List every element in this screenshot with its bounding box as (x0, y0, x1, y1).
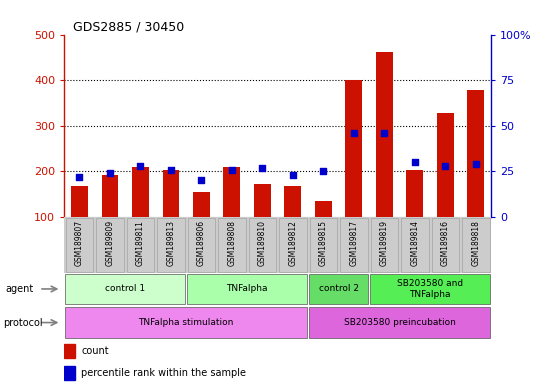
Text: control 1: control 1 (105, 285, 145, 293)
Bar (193, 192, 210, 217)
FancyBboxPatch shape (65, 274, 185, 304)
Point (380, 130, 389, 136)
FancyBboxPatch shape (187, 274, 307, 304)
Text: TNFalpha: TNFalpha (227, 285, 268, 293)
Point (258, 165, 267, 171)
Bar (371, 218, 398, 271)
Bar (249, 218, 276, 271)
Bar (437, 113, 454, 217)
Text: GSM189813: GSM189813 (166, 220, 175, 266)
Point (319, 168, 328, 174)
Bar (64, 344, 75, 358)
Point (349, 130, 358, 136)
FancyBboxPatch shape (309, 307, 490, 338)
Bar (162, 170, 179, 217)
Text: GSM189806: GSM189806 (197, 220, 206, 266)
Text: GSM189819: GSM189819 (380, 220, 389, 266)
Point (228, 167, 237, 173)
Bar (71, 186, 88, 217)
Point (197, 177, 206, 184)
Bar (285, 186, 301, 217)
Bar (187, 218, 215, 271)
Text: GSM189815: GSM189815 (319, 220, 328, 266)
Bar (66, 218, 93, 271)
Bar (254, 184, 271, 217)
Text: GDS2885 / 30450: GDS2885 / 30450 (73, 20, 184, 33)
Text: GSM189807: GSM189807 (75, 220, 84, 266)
Text: percentile rank within the sample: percentile rank within the sample (81, 368, 246, 378)
Bar (218, 218, 246, 271)
Point (105, 170, 114, 176)
Point (288, 172, 297, 178)
Bar (376, 52, 393, 217)
Bar (315, 201, 331, 217)
FancyBboxPatch shape (309, 274, 368, 304)
Bar (279, 218, 306, 271)
Point (410, 159, 419, 166)
Text: SB203580 and
TNFalpha: SB203580 and TNFalpha (397, 279, 463, 299)
Text: GSM189817: GSM189817 (349, 220, 358, 266)
Text: count: count (81, 346, 109, 356)
Bar (345, 80, 362, 217)
Bar (431, 218, 459, 271)
Text: GSM189809: GSM189809 (105, 220, 114, 266)
Text: GSM189816: GSM189816 (441, 220, 450, 266)
Bar (224, 167, 240, 217)
FancyBboxPatch shape (370, 274, 490, 304)
Text: TNFalpha stimulation: TNFalpha stimulation (138, 318, 234, 327)
Bar (401, 218, 429, 271)
Text: GSM189814: GSM189814 (410, 220, 419, 266)
Point (441, 163, 450, 169)
Text: GSM189808: GSM189808 (227, 220, 237, 266)
Bar (157, 218, 185, 271)
Bar (340, 218, 368, 271)
Text: GSM189812: GSM189812 (288, 220, 297, 266)
Text: GSM189810: GSM189810 (258, 220, 267, 266)
Text: agent: agent (6, 284, 34, 294)
Bar (468, 90, 484, 217)
Bar (96, 218, 124, 271)
Bar (310, 218, 337, 271)
Text: control 2: control 2 (319, 285, 359, 293)
Point (166, 167, 175, 173)
FancyBboxPatch shape (65, 307, 307, 338)
Text: protocol: protocol (3, 318, 42, 328)
Text: SB203580 preincubation: SB203580 preincubation (344, 318, 455, 327)
Bar (462, 218, 489, 271)
Bar (132, 167, 149, 217)
Point (75, 174, 84, 180)
Text: GSM189818: GSM189818 (472, 220, 480, 266)
Bar (64, 366, 75, 381)
Bar (127, 218, 154, 271)
Point (136, 163, 145, 169)
Bar (102, 175, 118, 217)
Point (472, 161, 480, 167)
Bar (406, 170, 423, 217)
Text: GSM189811: GSM189811 (136, 220, 145, 266)
